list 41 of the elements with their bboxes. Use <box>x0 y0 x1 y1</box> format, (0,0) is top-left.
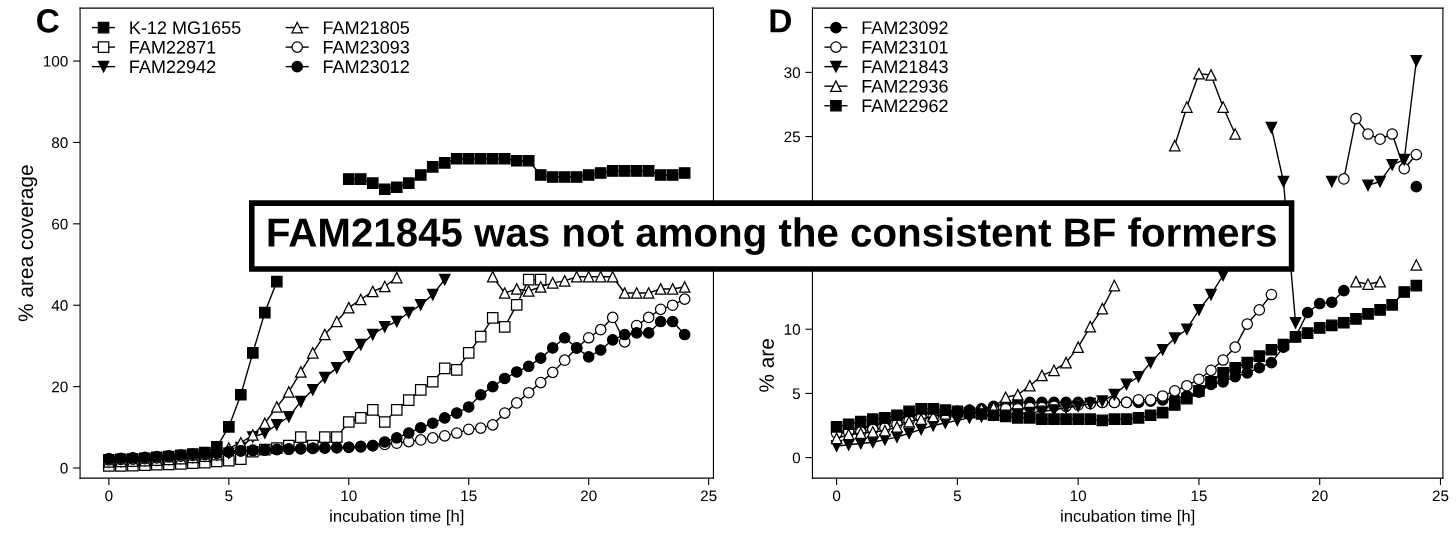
x-axis-title: incubation time [h] <box>330 509 464 526</box>
y-axis-title: % are <box>759 339 774 392</box>
legend-label: FAM23012 <box>323 60 409 74</box>
legend-label: FAM22871 <box>130 40 216 54</box>
legend-label: FAM23101 <box>862 40 948 54</box>
y-tick-label: 0 <box>60 462 68 474</box>
x-tick-label: 15 <box>1191 490 1207 502</box>
legend-label: FAM23092 <box>862 21 948 35</box>
x-tick-label: 25 <box>1432 490 1449 502</box>
x-tick-label: 25 <box>700 490 717 502</box>
x-axis-title: incubation time [h] <box>1061 509 1195 526</box>
y-tick-label: 40 <box>51 300 68 311</box>
y-tick-label: 100 <box>43 55 68 67</box>
legend-label: K-12 MG1655 <box>130 21 241 35</box>
y-tick-label: 30 <box>784 67 801 79</box>
legend-label: FAM22962 <box>862 99 948 113</box>
legend-label: FAM21843 <box>862 60 948 74</box>
y-tick-label: 20 <box>52 381 68 393</box>
chart-title: C <box>37 9 59 33</box>
y-tick-label: 25 <box>784 131 800 143</box>
y-tick-label: 5 <box>792 388 800 400</box>
y-tick-label: 60 <box>52 218 68 230</box>
legend-label: FAM22942 <box>130 60 216 74</box>
x-tick-label: 5 <box>953 490 961 502</box>
x-tick-label: 0 <box>832 490 841 502</box>
annotation: FAM21845 was not among the consistent BF formers <box>268 217 1276 255</box>
legend-label: FAM21805 <box>323 21 410 35</box>
legend-label: FAM22936 <box>862 79 948 93</box>
x-tick-label: 10 <box>341 490 357 502</box>
y-tick-label: 80 <box>51 137 68 149</box>
x-tick-label: 20 <box>580 490 597 502</box>
y-tick-label: 10 <box>784 324 801 335</box>
y-tick-label: 0 <box>792 452 801 464</box>
legend-label: FAM23093 <box>323 40 410 54</box>
x-tick-label: 0 <box>105 490 113 502</box>
x-tick-label: 5 <box>225 490 233 502</box>
y-axis-title: % area coverage <box>18 165 38 322</box>
x-tick-label: 10 <box>1070 490 1087 502</box>
x-tick-label: 20 <box>1311 490 1328 502</box>
x-tick-label: 15 <box>461 490 477 502</box>
chart-title: D <box>770 9 791 33</box>
